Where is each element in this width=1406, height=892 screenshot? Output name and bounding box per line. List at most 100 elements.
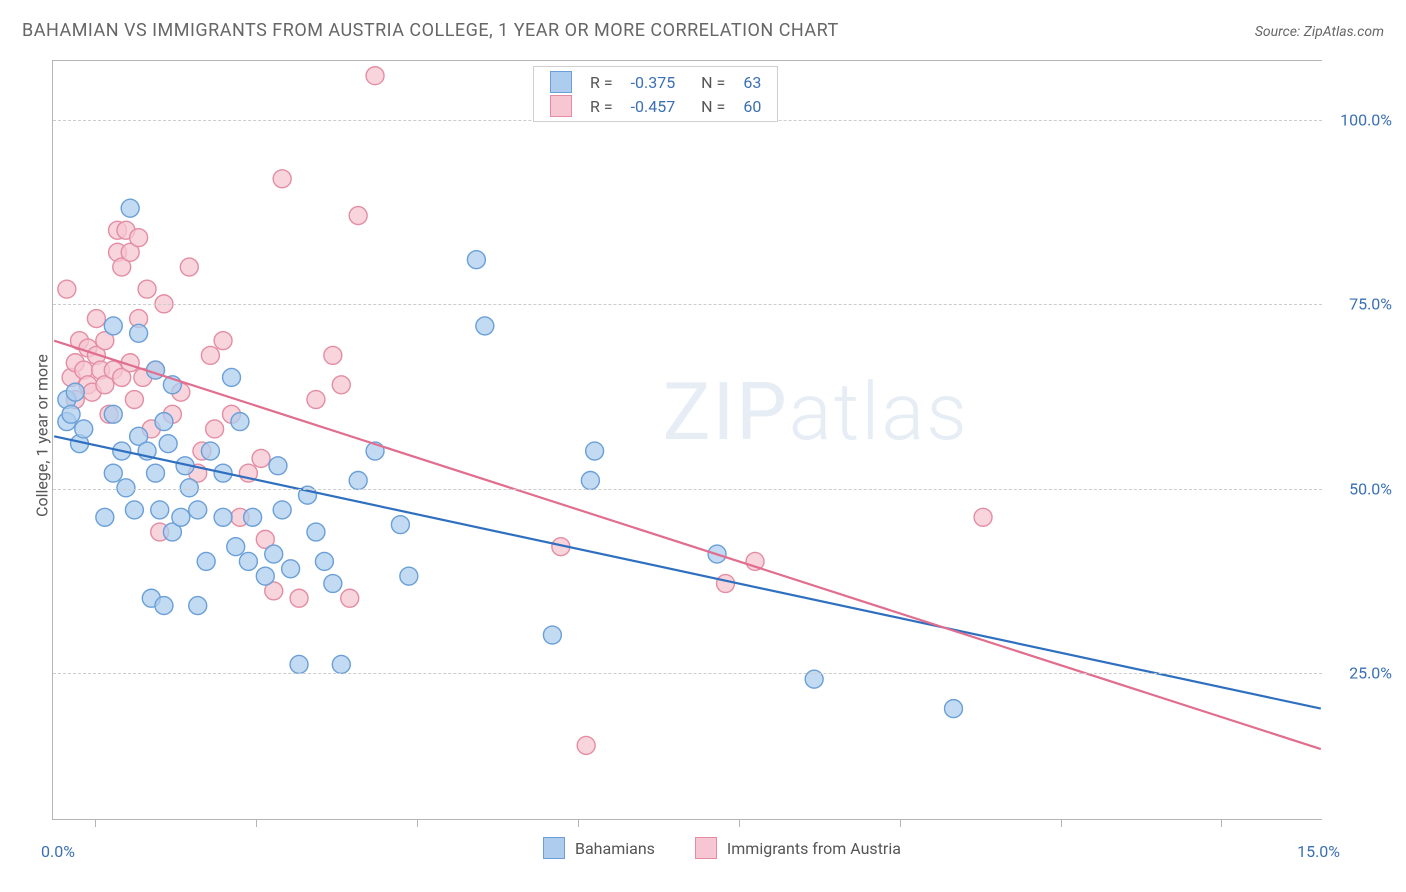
data-point	[125, 501, 143, 519]
data-point	[172, 508, 190, 526]
y-tick-label: 75.0%	[1349, 295, 1392, 314]
x-tick	[578, 819, 579, 827]
data-point	[366, 67, 384, 85]
x-tick	[256, 819, 257, 827]
data-point	[400, 567, 418, 585]
x-tick	[1061, 819, 1062, 827]
legend-swatch	[543, 837, 565, 859]
data-point	[159, 435, 177, 453]
data-point	[290, 589, 308, 607]
legend-swatch	[550, 95, 572, 117]
y-tick-label: 50.0%	[1349, 479, 1392, 498]
data-point	[223, 368, 241, 386]
x-tick	[95, 819, 96, 827]
legend-series-name: Immigrants from Austria	[727, 839, 901, 858]
data-point	[476, 317, 494, 335]
x-tick	[739, 819, 740, 827]
data-point	[121, 199, 139, 217]
x-tick	[1221, 819, 1222, 827]
data-point	[332, 376, 350, 394]
data-point	[214, 508, 232, 526]
data-point	[206, 420, 224, 438]
data-point	[273, 170, 291, 188]
data-point	[104, 405, 122, 423]
legend-series: Bahamians Immigrants from Austria	[543, 837, 901, 859]
data-point	[244, 508, 262, 526]
data-point	[349, 471, 367, 489]
trend-line	[54, 436, 1321, 708]
source-name: ZipAtlas.com	[1304, 24, 1384, 40]
title-bar: BAHAMIAN VS IMMIGRANTS FROM AUSTRIA COLL…	[22, 20, 1384, 41]
data-point	[58, 280, 76, 298]
data-point	[239, 552, 257, 570]
data-point	[349, 207, 367, 225]
data-point	[543, 626, 561, 644]
data-point	[273, 501, 291, 519]
legend-item: Immigrants from Austria	[695, 837, 901, 859]
data-point	[974, 508, 992, 526]
gridline	[53, 673, 1322, 674]
data-point	[332, 655, 350, 673]
data-point	[256, 567, 274, 585]
data-point	[104, 317, 122, 335]
chart-title: BAHAMIAN VS IMMIGRANTS FROM AUSTRIA COLL…	[22, 20, 839, 41]
data-point	[581, 471, 599, 489]
data-point	[265, 545, 283, 563]
data-point	[147, 464, 165, 482]
x-tick	[417, 819, 418, 827]
data-point	[130, 229, 148, 247]
data-point	[104, 464, 122, 482]
data-point	[252, 449, 270, 467]
data-point	[180, 258, 198, 276]
data-point	[945, 700, 963, 718]
data-point	[201, 346, 219, 364]
legend-swatch	[550, 71, 572, 93]
data-point	[62, 405, 80, 423]
data-point	[96, 508, 114, 526]
data-point	[307, 523, 325, 541]
data-point	[290, 655, 308, 673]
data-point	[201, 442, 219, 460]
legend-n-value: 63	[743, 73, 761, 92]
data-point	[577, 736, 595, 754]
data-point	[231, 413, 249, 431]
legend-correlation: R = -0.375 N = 63R = -0.457 N = 60	[533, 66, 778, 122]
scatter-svg	[53, 61, 1322, 819]
data-point	[87, 310, 105, 328]
data-point	[197, 552, 215, 570]
data-point	[315, 552, 333, 570]
data-point	[467, 251, 485, 269]
legend-item: Bahamians	[543, 837, 655, 859]
data-point	[189, 501, 207, 519]
data-point	[227, 538, 245, 556]
y-tick-label: 25.0%	[1349, 664, 1392, 683]
legend-swatch	[695, 837, 717, 859]
data-point	[117, 479, 135, 497]
gridline	[53, 489, 1322, 490]
data-point	[282, 560, 300, 578]
data-point	[75, 420, 93, 438]
plot-area: ZIPatlas R = -0.375 N = 63R = -0.457 N =…	[52, 60, 1322, 820]
legend-r-label: R =	[590, 73, 613, 92]
data-point	[307, 391, 325, 409]
data-point	[155, 413, 173, 431]
x-tick	[900, 819, 901, 827]
legend-series-name: Bahamians	[575, 839, 655, 858]
legend-n-label: N =	[693, 97, 725, 116]
legend-n-value: 60	[743, 97, 761, 116]
legend-n-label: N =	[693, 73, 725, 92]
data-point	[269, 457, 287, 475]
data-point	[189, 597, 207, 615]
y-axis-label: College, 1 year or more	[33, 336, 52, 536]
source-label: Source:	[1255, 24, 1304, 40]
data-point	[138, 280, 156, 298]
data-point	[180, 479, 198, 497]
data-point	[130, 324, 148, 342]
data-point	[391, 516, 409, 534]
source-credit: Source: ZipAtlas.com	[1255, 24, 1384, 40]
x-axis-max-label: 15.0%	[1297, 842, 1340, 861]
data-point	[717, 575, 735, 593]
data-point	[586, 442, 604, 460]
legend-r-value: -0.457	[631, 97, 676, 116]
data-point	[324, 346, 342, 364]
